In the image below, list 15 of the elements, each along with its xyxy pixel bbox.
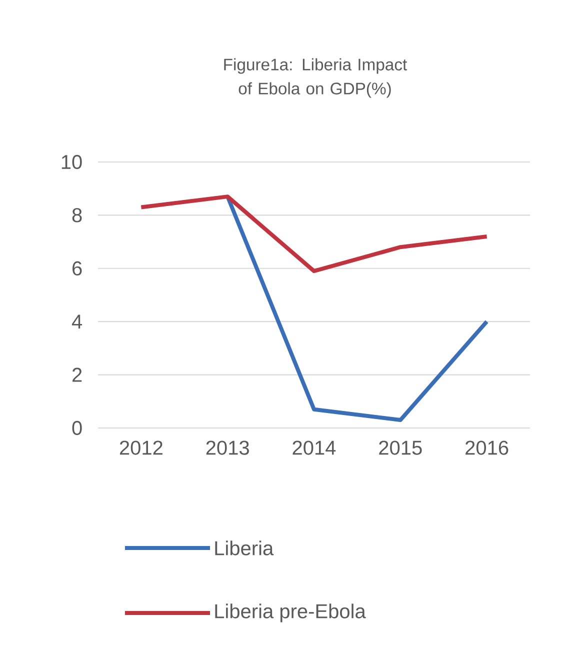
x-tick-label: 2014: [292, 440, 336, 455]
y-tick-label: 4: [72, 314, 82, 328]
y-tick-label: 2: [72, 368, 82, 382]
line-series: [139, 194, 489, 274]
x-tick-label: 2013: [206, 440, 249, 455]
x-tick-label: 2012: [120, 440, 162, 455]
x-tick-label: 2016: [466, 440, 508, 455]
x-tick-label: 2015: [379, 440, 422, 455]
legend-label: Liberia: [215, 540, 274, 556]
y-tick-label: 8: [72, 208, 82, 222]
y-tick-label: 10: [62, 154, 82, 170]
legend-label: Liberia pre-Ebola: [215, 604, 366, 622]
y-tick-label: 0: [72, 420, 82, 436]
y-tick-label: 6: [72, 261, 82, 276]
chart-title: Figure1a: Liberia Impact of Ebola on GDP(%): [224, 58, 408, 98]
